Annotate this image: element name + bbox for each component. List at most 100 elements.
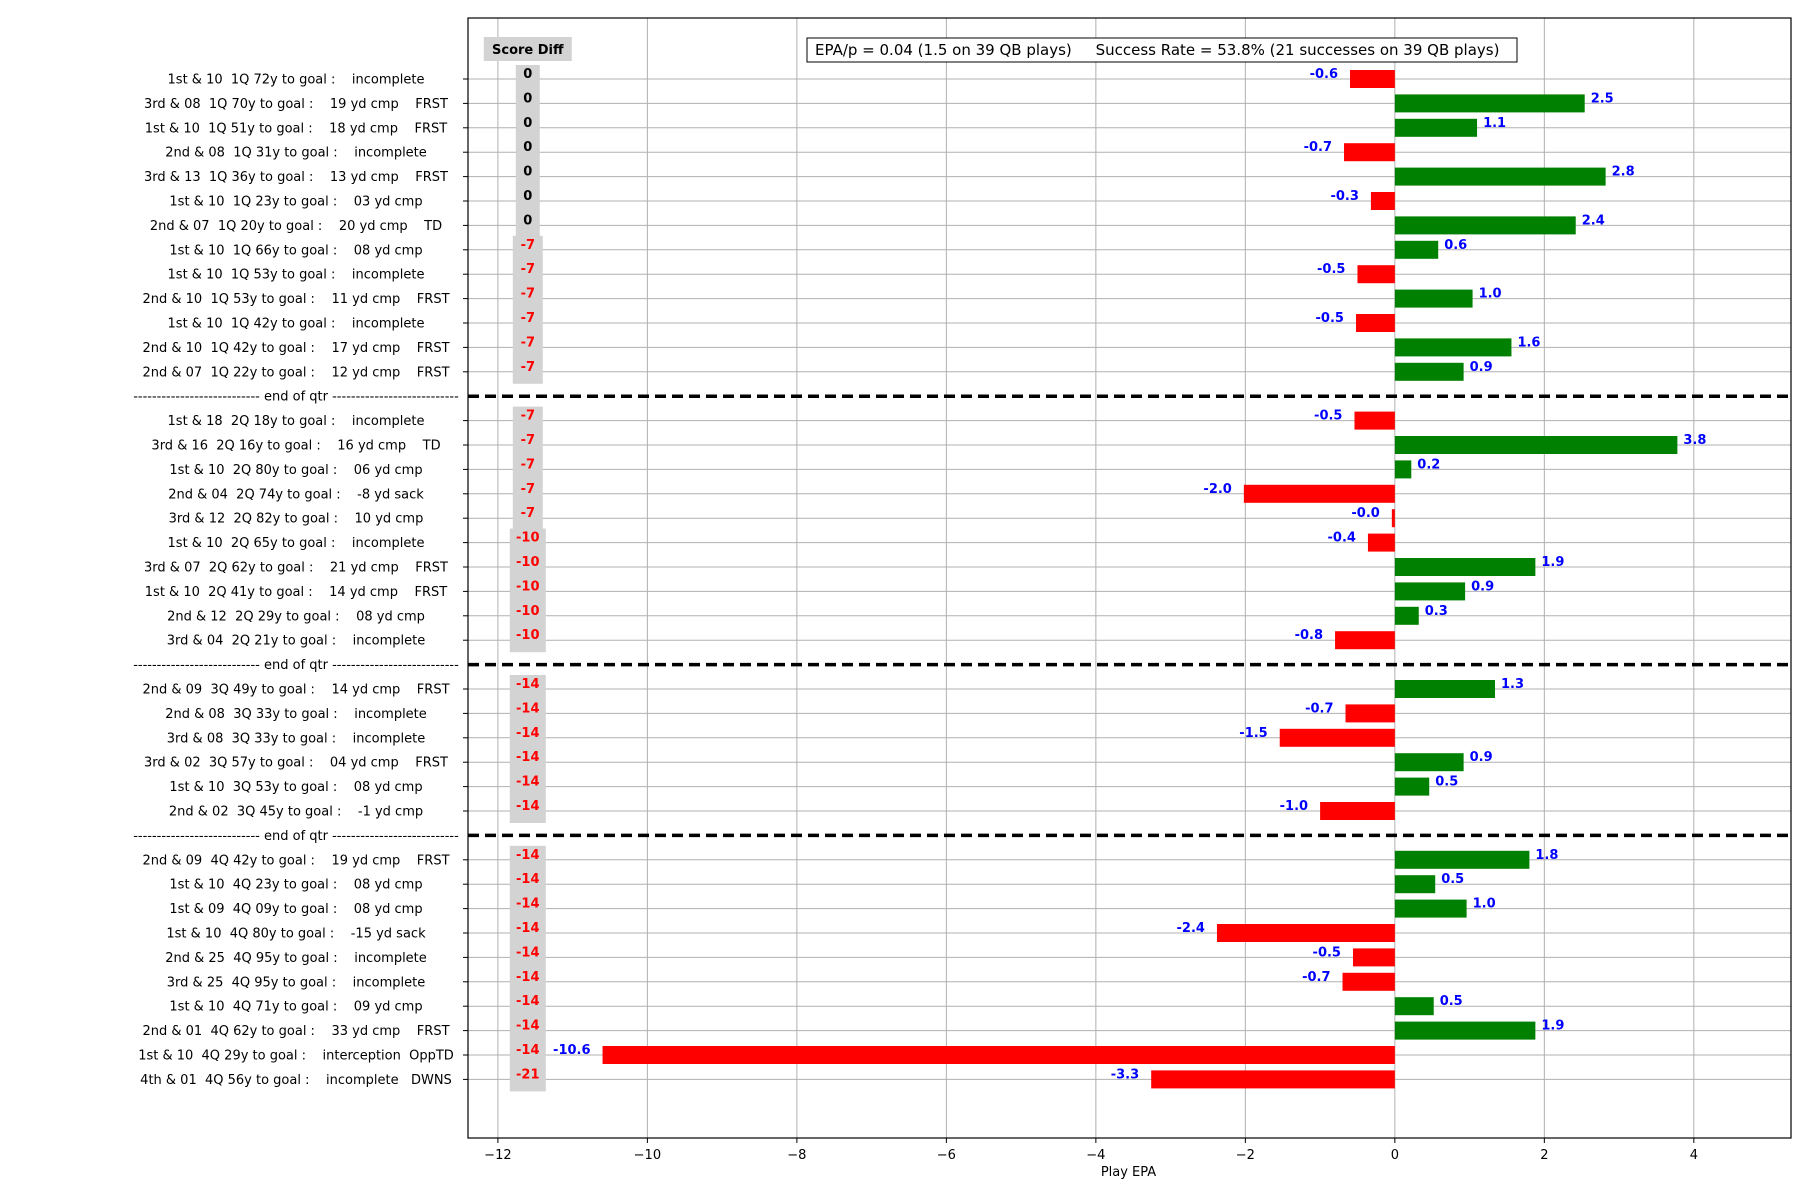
epa-bar — [1320, 802, 1395, 820]
epa-bar — [1243, 484, 1395, 503]
score-diff-value: 0 — [523, 213, 532, 228]
epa-bar — [1357, 265, 1395, 284]
epa-bar — [1394, 997, 1434, 1016]
row-label-layer: 1st & 10 1Q 72y to goal : incomplete -0.6… — [133, 67, 1706, 1088]
play-label: 2nd & 01 4Q 62y to goal : 33 yd cmp FRST — [142, 1024, 449, 1039]
play-label: 2nd & 04 2Q 74y to goal : -8 yd sack — [168, 487, 424, 502]
epa-value-label: 1.3 — [1501, 677, 1524, 692]
epa-value-label: -2.0 — [1203, 482, 1231, 497]
play-label: 2nd & 09 4Q 42y to goal : 19 yd cmp FRST — [142, 853, 449, 868]
score-diff-value: -7 — [521, 457, 535, 472]
play-label: 1st & 10 1Q 23y to goal : 03 yd cmp — [169, 195, 422, 210]
epa-bar — [1335, 631, 1395, 650]
play-label: 3rd & 08 3Q 33y to goal : incomplete — [167, 731, 425, 746]
epa-bar — [1394, 118, 1478, 137]
score-diff-box — [512, 406, 543, 531]
epa-value-label: -3.3 — [1111, 1067, 1139, 1082]
epa-value-label: 2.8 — [1612, 165, 1635, 180]
x-tick-label: 0 — [1391, 1148, 1399, 1163]
score-diff-value: -7 — [521, 433, 535, 448]
epa-bar — [1394, 680, 1496, 698]
epa-bar — [1391, 509, 1395, 528]
play-label: 1st & 10 1Q 66y to goal : 08 yd cmp — [169, 243, 422, 258]
epa-bar — [1216, 924, 1395, 942]
x-tick-label: 4 — [1690, 1148, 1698, 1163]
epa-value-label: 0.9 — [1471, 579, 1494, 594]
score-diff-value: -7 — [521, 262, 535, 277]
epa-value-label: -2.4 — [1177, 921, 1205, 936]
epa-value-label: 1.9 — [1541, 1019, 1564, 1034]
score-diff-value: -14 — [516, 726, 540, 741]
x-axis-label: Play EPA — [1101, 1165, 1156, 1180]
epa-value-label: 0.6 — [1444, 238, 1467, 253]
score-diff-value: 0 — [523, 91, 532, 106]
epa-value-label: 3.8 — [1683, 433, 1706, 448]
epa-value-label: 0.9 — [1470, 360, 1493, 375]
score-diff-value: -7 — [521, 311, 535, 326]
score-diff-value: -14 — [516, 897, 540, 912]
score-diff-value: -10 — [516, 604, 540, 619]
epa-value-label: -0.4 — [1328, 531, 1356, 546]
x-tick-label: −2 — [1236, 1148, 1255, 1163]
score-diff-box — [509, 528, 546, 653]
play-label: 1st & 09 4Q 09y to goal : 08 yd cmp — [169, 902, 422, 917]
epa-value-label: -0.7 — [1302, 970, 1330, 985]
play-label: 3rd & 13 1Q 36y to goal : 13 yd cmp FRST — [144, 170, 448, 185]
play-label: 1st & 10 4Q 80y to goal : -15 yd sack — [166, 927, 426, 942]
play-label: 1st & 10 2Q 80y to goal : 06 yd cmp — [169, 463, 422, 478]
play-label: 2nd & 09 3Q 49y to goal : 14 yd cmp FRST — [142, 683, 449, 698]
score-diff-value: -10 — [516, 628, 540, 643]
score-diff-value: -10 — [516, 555, 540, 570]
score-diff-value: 0 — [523, 140, 532, 155]
plot-frame — [467, 17, 1792, 1139]
epa-bar — [1279, 728, 1395, 747]
score-diff-box — [509, 675, 546, 823]
epa-value-label: 1.1 — [1483, 116, 1506, 131]
score-diff-column — [509, 65, 546, 1092]
score-diff-value: -7 — [521, 482, 535, 497]
epa-value-label: 0.2 — [1417, 457, 1440, 472]
play-label: 1st & 10 4Q 71y to goal : 09 yd cmp — [169, 1000, 422, 1015]
epa-value-label: -0.6 — [1310, 67, 1338, 82]
epa-bar — [1352, 948, 1395, 967]
play-label: 1st & 18 2Q 18y to goal : incomplete — [168, 414, 425, 429]
score-diff-value: -10 — [516, 531, 540, 546]
epa-bar — [1394, 289, 1473, 308]
x-tick-label: −6 — [937, 1148, 956, 1163]
epa-value-label: 1.6 — [1517, 335, 1540, 350]
epa-value-label: 1.9 — [1541, 555, 1564, 570]
epa-bar — [1350, 70, 1395, 88]
epa-value-label: -1.5 — [1239, 726, 1267, 741]
score-diff-value: -14 — [516, 775, 540, 790]
score-diff-header: Score Diff — [492, 43, 564, 58]
epa-bar — [1394, 436, 1678, 454]
score-diff-box — [515, 65, 540, 238]
score-diff-value: -14 — [516, 799, 540, 814]
score-diff-value: -21 — [516, 1067, 540, 1082]
play-label: 3rd & 02 3Q 57y to goal : 04 yd cmp FRST — [144, 756, 448, 771]
epa-value-label: 1.8 — [1535, 848, 1558, 863]
epa-bar — [1344, 143, 1395, 162]
score-diff-value: 0 — [523, 189, 532, 204]
play-label: 1st & 10 2Q 41y to goal : 14 yd cmp FRST — [145, 585, 447, 600]
epa-bar — [1394, 753, 1464, 772]
epa-bar — [1394, 850, 1530, 869]
score-diff-value: -14 — [516, 872, 540, 887]
score-diff-value: -14 — [516, 970, 540, 985]
play-label: 2nd & 10 1Q 42y to goal : 17 yd cmp FRST — [142, 341, 449, 356]
score-diff-value: -14 — [516, 677, 540, 692]
epa-bar — [1394, 216, 1576, 235]
score-diff-value: -7 — [521, 238, 535, 253]
score-diff-value: -14 — [516, 921, 540, 936]
play-label: 1st & 10 1Q 53y to goal : incomplete — [168, 268, 425, 283]
grid-layer — [468, 18, 1791, 1138]
score-diff-value: -7 — [521, 409, 535, 424]
epa-value-label: -0.3 — [1330, 189, 1358, 204]
epa-bar — [1394, 362, 1464, 381]
score-diff-box — [509, 845, 546, 1067]
epa-value-label: 0.5 — [1435, 775, 1458, 790]
score-diff-value: -14 — [516, 1043, 540, 1058]
epa-bar — [1394, 1021, 1536, 1040]
score-diff-value: -7 — [521, 360, 535, 375]
